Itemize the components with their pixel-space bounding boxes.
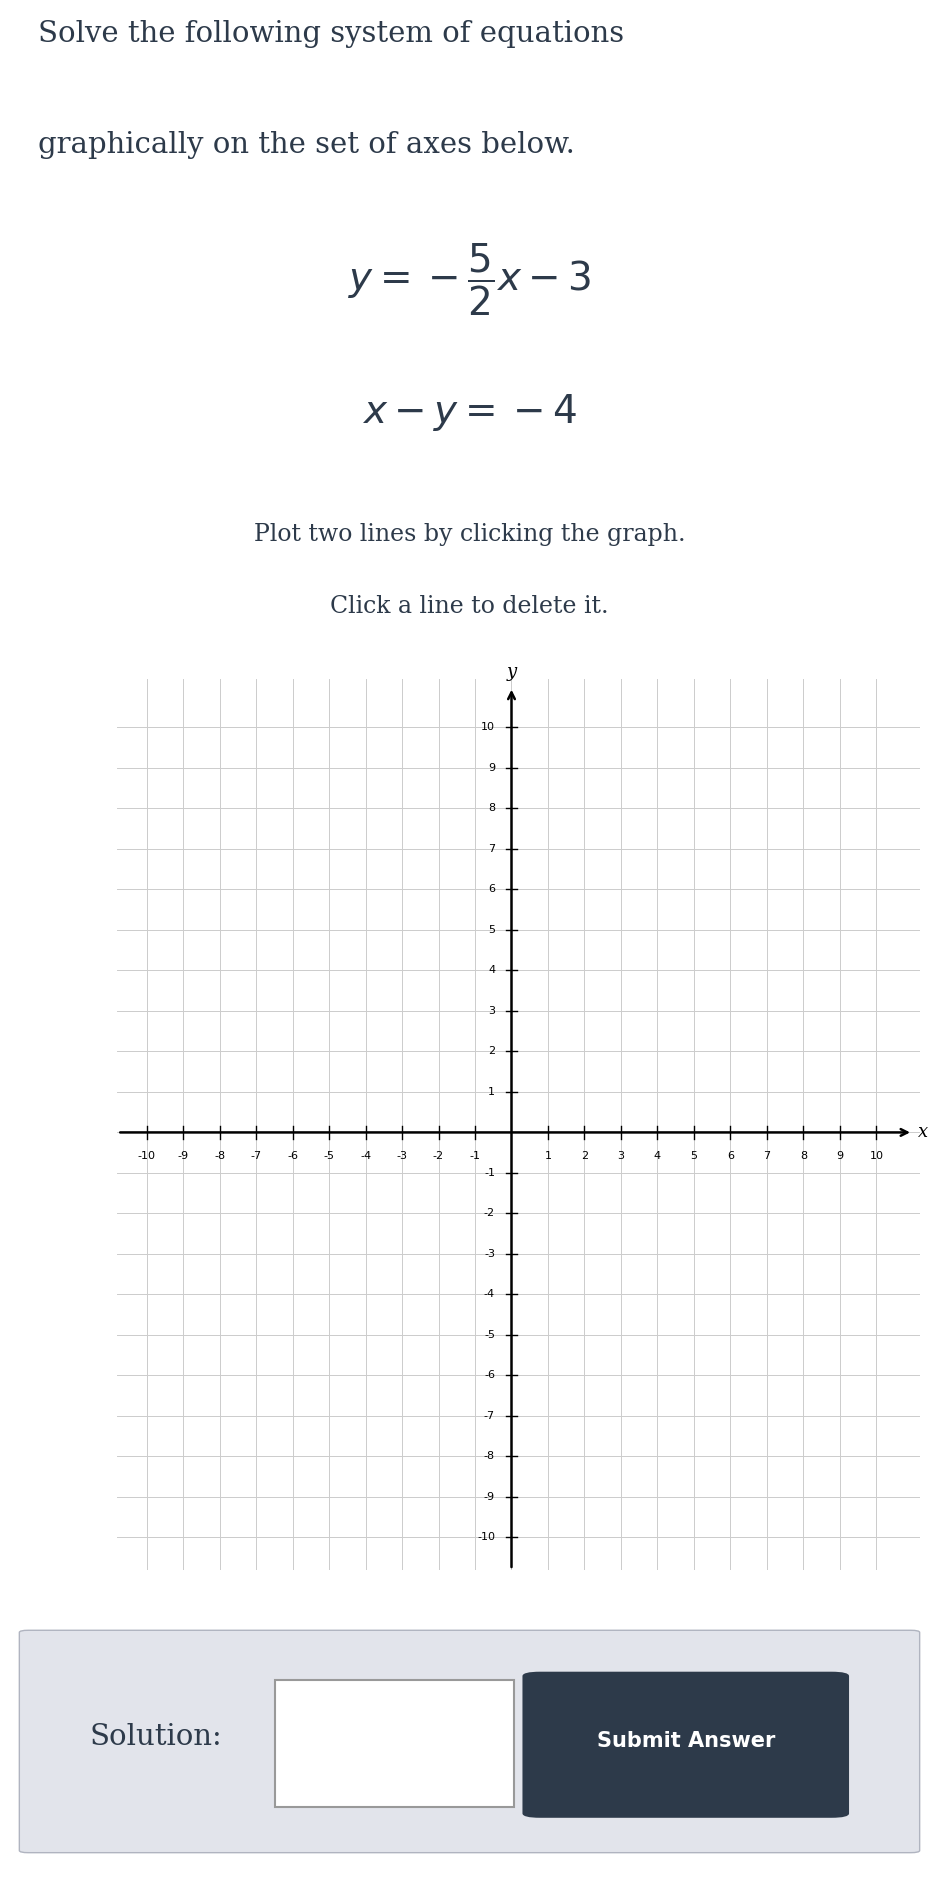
Text: -8: -8 — [214, 1151, 225, 1160]
Text: -6: -6 — [485, 1371, 495, 1380]
Text: 6: 6 — [488, 884, 495, 895]
Text: -10: -10 — [138, 1151, 156, 1160]
Text: 8: 8 — [488, 804, 495, 813]
Text: 10: 10 — [870, 1151, 884, 1160]
Text: -4: -4 — [360, 1151, 371, 1160]
FancyBboxPatch shape — [275, 1680, 514, 1807]
Text: 4: 4 — [488, 965, 495, 975]
Text: 5: 5 — [488, 925, 495, 935]
Text: Solve the following system of equations: Solve the following system of equations — [38, 19, 623, 47]
FancyBboxPatch shape — [20, 1631, 919, 1852]
Text: -3: -3 — [485, 1249, 495, 1259]
Text: -6: -6 — [287, 1151, 298, 1160]
Text: -7: -7 — [251, 1151, 262, 1160]
Text: 9: 9 — [837, 1151, 843, 1160]
Text: 7: 7 — [763, 1151, 771, 1160]
Text: 7: 7 — [488, 844, 495, 853]
Text: y: y — [506, 664, 516, 681]
Text: -7: -7 — [484, 1411, 495, 1420]
Text: 2: 2 — [488, 1047, 495, 1056]
Text: -2: -2 — [484, 1208, 495, 1219]
Text: 1: 1 — [545, 1151, 551, 1160]
Text: Click a line to delete it.: Click a line to delete it. — [331, 595, 608, 618]
Text: x: x — [918, 1124, 929, 1141]
Text: 8: 8 — [800, 1151, 807, 1160]
Text: -9: -9 — [177, 1151, 189, 1160]
Text: $x - y = -4$: $x - y = -4$ — [362, 392, 577, 434]
Text: 6: 6 — [727, 1151, 734, 1160]
Text: 2: 2 — [581, 1151, 588, 1160]
Text: 9: 9 — [488, 762, 495, 774]
Text: -8: -8 — [484, 1452, 495, 1462]
Text: 3: 3 — [618, 1151, 624, 1160]
Text: 3: 3 — [488, 1007, 495, 1016]
Text: -4: -4 — [484, 1289, 495, 1299]
Text: 5: 5 — [690, 1151, 698, 1160]
Text: -9: -9 — [484, 1492, 495, 1502]
Text: graphically on the set of axes below.: graphically on the set of axes below. — [38, 131, 575, 159]
Text: -1: -1 — [470, 1151, 481, 1160]
Text: Plot two lines by clicking the graph.: Plot two lines by clicking the graph. — [254, 523, 685, 546]
Text: 1: 1 — [488, 1086, 495, 1098]
Text: 10: 10 — [481, 722, 495, 732]
Text: $y = -\dfrac{5}{2}x - 3$: $y = -\dfrac{5}{2}x - 3$ — [347, 243, 592, 319]
Text: 4: 4 — [654, 1151, 661, 1160]
Text: Solution:: Solution: — [90, 1723, 223, 1752]
Text: -10: -10 — [477, 1532, 495, 1543]
Text: -5: -5 — [324, 1151, 334, 1160]
FancyBboxPatch shape — [522, 1672, 849, 1818]
Text: -5: -5 — [485, 1329, 495, 1340]
Text: -2: -2 — [433, 1151, 444, 1160]
Text: -1: -1 — [485, 1168, 495, 1177]
Text: -3: -3 — [396, 1151, 408, 1160]
Text: Submit Answer: Submit Answer — [596, 1731, 775, 1752]
